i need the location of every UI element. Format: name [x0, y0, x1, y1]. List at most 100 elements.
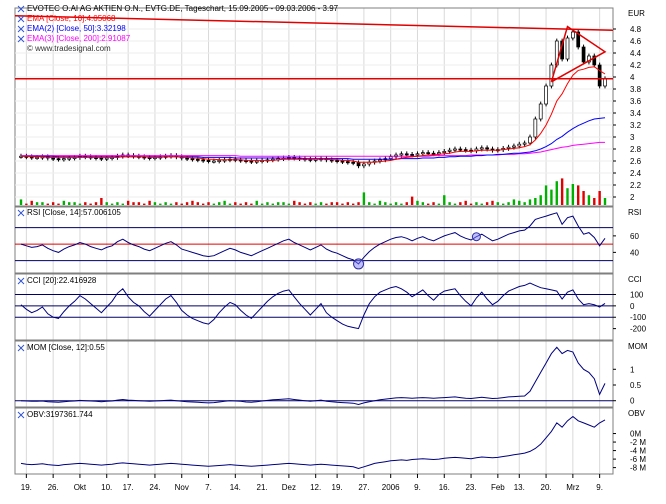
- price-candle-body: [212, 160, 216, 163]
- volume-bar: [496, 202, 500, 205]
- x-tick-label: Okt: [74, 483, 87, 492]
- legend-icon: [17, 15, 25, 23]
- long-term-resistance-line: [14, 15, 614, 31]
- x-tick-label: 13.: [514, 483, 525, 492]
- volume-bar: [314, 203, 317, 205]
- volume-bar: [432, 202, 435, 205]
- volume-bar: [153, 202, 157, 205]
- volume-bar: [341, 203, 344, 205]
- price-candle-body: [351, 161, 356, 164]
- volume-bar: [282, 202, 285, 205]
- volume-bar: [528, 199, 532, 205]
- price-y-tick-label: 2.8: [630, 145, 642, 154]
- volume-bar: [175, 202, 178, 205]
- volume-bar: [544, 185, 548, 205]
- cci-y-tick-label: -200: [630, 325, 647, 334]
- obv-unit-label: OBV: [628, 409, 646, 418]
- obv-legend: OBV:3197361.744: [27, 410, 93, 419]
- price-candle-body: [603, 78, 607, 87]
- volume-bar: [346, 202, 350, 205]
- volume-bar: [298, 202, 301, 205]
- price-candle-body: [517, 143, 522, 147]
- volume-bar: [539, 195, 542, 205]
- price-candle-body: [410, 154, 414, 156]
- mom-line: [20, 346, 606, 406]
- volume-bar: [30, 200, 33, 205]
- volume-bar: [512, 199, 516, 205]
- volume-bar: [218, 202, 221, 205]
- legend-icon-stroke-b: [17, 25, 25, 33]
- volume-bar: [62, 200, 66, 205]
- price-candle-body: [576, 31, 581, 48]
- price-candle-body: [533, 118, 538, 138]
- price-y-tick-label: 4.8: [630, 25, 642, 34]
- volume-bar: [266, 202, 269, 205]
- cci-y-tick-label: 100: [630, 290, 644, 299]
- cci-legend-icon: [17, 277, 25, 285]
- price-candle-body: [356, 162, 361, 167]
- price-candle-body: [340, 160, 345, 163]
- volume-bar: [453, 203, 457, 205]
- volume-bar: [582, 191, 585, 205]
- volume-bar: [400, 203, 403, 205]
- x-tick-label: 24.: [149, 483, 160, 492]
- price-candle-body: [506, 146, 511, 149]
- cci-y-tick-label: -100: [630, 313, 647, 322]
- volume-bar: [180, 203, 183, 205]
- price-y-tick-label: 3.4: [630, 109, 642, 118]
- volume-bar: [555, 181, 558, 205]
- price-candle-body: [249, 160, 254, 163]
- volume-bar: [577, 185, 580, 205]
- volume-bar: [491, 200, 494, 205]
- legend-icon: [17, 25, 25, 33]
- volume-bar: [534, 198, 537, 205]
- volume-bar: [185, 202, 189, 205]
- volume-bar: [603, 198, 607, 205]
- rsi-legend: RSI [Close, 14]:57.006105: [27, 208, 121, 217]
- volume-bar: [325, 203, 328, 205]
- price-panel-frame: [14, 7, 614, 207]
- rsi-line: [20, 212, 606, 265]
- mom-legend-icon: [17, 344, 25, 352]
- volume-bar: [293, 200, 296, 205]
- volume-bar: [373, 203, 376, 205]
- volume-bar: [46, 203, 49, 205]
- volume-bar: [116, 202, 119, 205]
- volume-bar: [89, 203, 92, 205]
- volume-bar: [84, 202, 87, 205]
- volume-bar: [303, 203, 307, 205]
- volume-bar: [593, 198, 596, 205]
- volume-bar: [357, 202, 360, 205]
- price-candle-body: [437, 152, 441, 155]
- price-candle-body: [538, 103, 543, 120]
- volume-bar: [502, 203, 505, 205]
- volume-bar: [426, 203, 430, 205]
- price-candle-body: [426, 152, 431, 155]
- volume-bar: [250, 203, 253, 205]
- cci-unit-label: CCI: [628, 275, 642, 284]
- legend-icon-stroke-b: [17, 15, 25, 23]
- price-candle-body: [544, 85, 548, 105]
- x-tick-label: Nov: [175, 483, 189, 492]
- price-candle-body: [565, 37, 570, 60]
- x-tick-label: 23.: [465, 483, 476, 492]
- price-candle-body: [388, 156, 393, 159]
- volume-bar: [196, 202, 200, 205]
- volume-bar: [132, 202, 135, 205]
- mom-y-tick-label: 1: [630, 365, 635, 374]
- volume-bar: [330, 202, 333, 205]
- price-candle-body: [522, 142, 527, 145]
- price-candle-body: [431, 152, 436, 155]
- ema10-line: [21, 66, 606, 163]
- rsi-marker: [353, 258, 365, 270]
- volume-bar: [459, 202, 462, 205]
- volume-bar: [234, 202, 237, 205]
- volume-bar: [164, 202, 167, 205]
- volume-bar: [271, 203, 275, 205]
- volume-bar: [480, 203, 483, 205]
- x-tick-label: 19.: [332, 483, 343, 492]
- price-y-tick-label: 3: [630, 133, 635, 142]
- cci-panel-frame: [14, 273, 614, 341]
- rsi-legend-icon: [17, 209, 25, 217]
